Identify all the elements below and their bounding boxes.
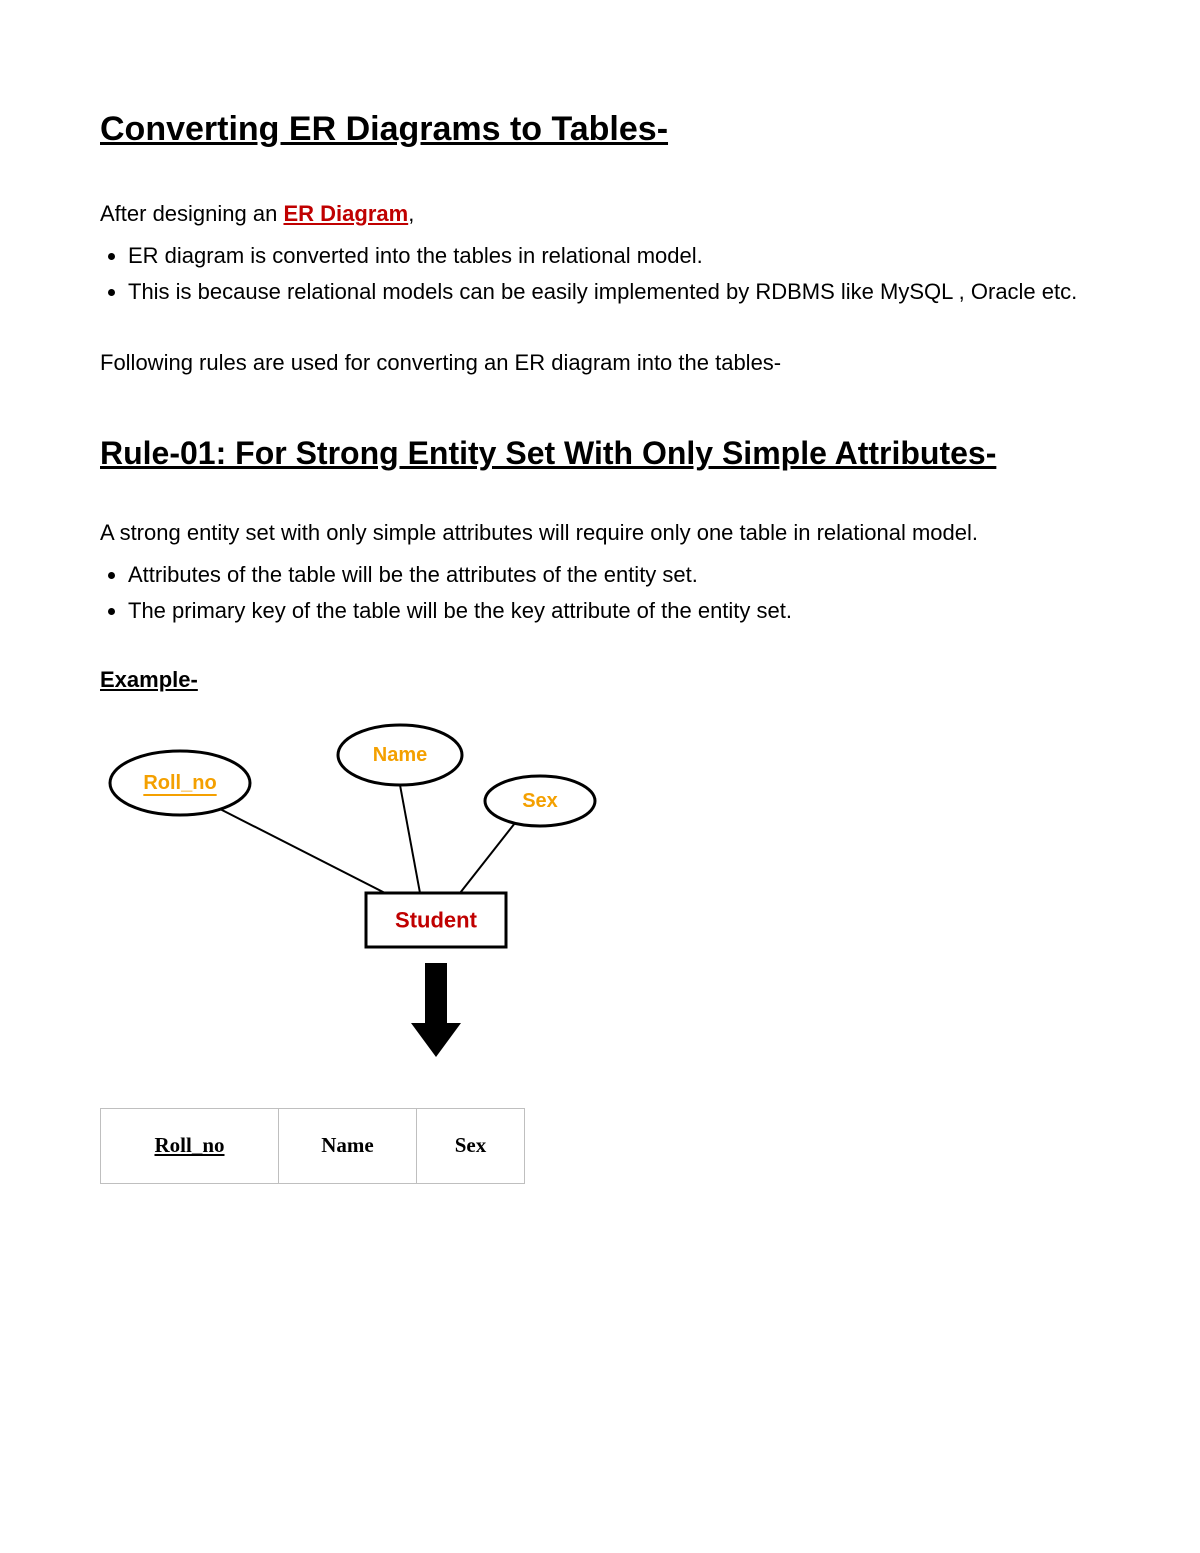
list-item: Attributes of the table will be the attr… bbox=[128, 559, 1100, 591]
er-diagram-svg: Roll_no Name Sex Student bbox=[100, 723, 660, 1073]
er-edge bbox=[460, 823, 515, 893]
er-diagram-link[interactable]: ER Diagram bbox=[283, 201, 408, 226]
intro-bullet-list: ER diagram is converted into the tables … bbox=[100, 240, 1100, 308]
result-table: Roll_noNameSex bbox=[100, 1108, 525, 1184]
er-attribute-label: Roll_no bbox=[143, 772, 216, 794]
table-row: Roll_noNameSex bbox=[101, 1108, 525, 1183]
er-diagram-figure: Roll_no Name Sex Student bbox=[100, 723, 1100, 1078]
er-edge bbox=[400, 785, 420, 893]
page-title: Converting ER Diagrams to Tables- bbox=[100, 110, 1100, 149]
document-page: Converting ER Diagrams to Tables- After … bbox=[0, 0, 1200, 1284]
intro-prefix: After designing an bbox=[100, 201, 283, 226]
intro-suffix: , bbox=[408, 201, 414, 226]
list-item: This is because relational models can be… bbox=[128, 276, 1100, 308]
er-edge bbox=[220, 809, 385, 893]
arrow-head bbox=[411, 1023, 461, 1057]
table-cell: Name bbox=[279, 1108, 417, 1183]
list-item: The primary key of the table will be the… bbox=[128, 595, 1100, 627]
rule-heading: Rule-01: For Strong Entity Set With Only… bbox=[100, 433, 1100, 473]
arrow-shaft bbox=[425, 963, 447, 1023]
er-attribute-label: Name bbox=[373, 744, 427, 766]
table-cell: Roll_no bbox=[101, 1108, 279, 1183]
table-cell: Sex bbox=[417, 1108, 525, 1183]
lead-in-text: Following rules are used for converting … bbox=[100, 348, 1100, 379]
list-item: ER diagram is converted into the tables … bbox=[128, 240, 1100, 272]
er-entity-label: Student bbox=[395, 907, 478, 932]
rule-bullet-list: Attributes of the table will be the attr… bbox=[100, 559, 1100, 627]
example-heading: Example- bbox=[100, 667, 1100, 693]
rule-body: A strong entity set with only simple att… bbox=[100, 518, 1100, 549]
intro-paragraph: After designing an ER Diagram, bbox=[100, 199, 1100, 230]
er-attribute-label: Sex bbox=[522, 790, 558, 812]
